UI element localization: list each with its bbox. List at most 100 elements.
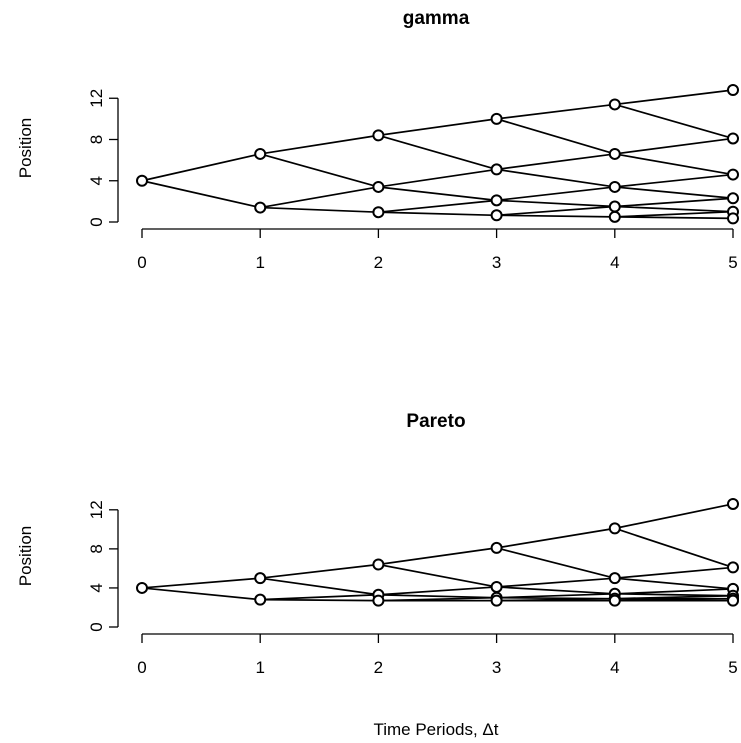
y-tick-label: 0: [87, 622, 106, 631]
chart-title: gamma: [403, 8, 470, 29]
lattice-point: [490, 580, 503, 593]
lattice-edge: [614, 215, 734, 220]
lattice-edge: [496, 547, 616, 579]
lattice-points: [136, 497, 739, 607]
lattice-points: [136, 84, 739, 225]
lattice-edge: [378, 563, 497, 588]
x-tick-label: 4: [610, 658, 619, 677]
lattice-point: [727, 212, 739, 225]
lattice-point: [727, 84, 739, 96]
y-tick-label: 12: [87, 500, 106, 519]
x-tick-label: 4: [610, 253, 619, 272]
lattice-edge: [260, 598, 379, 602]
lattice-point: [490, 209, 503, 222]
lattice-point: [608, 572, 621, 585]
lattice-edge: [260, 593, 379, 601]
lattice-point: [254, 201, 267, 214]
y-tick-label: 0: [87, 217, 106, 226]
lattice-edge: [614, 503, 734, 530]
lattice-edge: [614, 210, 734, 218]
lattice-edge: [496, 118, 616, 155]
y-axis: 0 4 8 12: [87, 89, 119, 227]
lattice-edge: [496, 199, 615, 208]
lattice-edge: [614, 186, 734, 200]
lattice-point: [254, 572, 267, 585]
y-axis: 0 4 8 12: [87, 500, 119, 632]
lattice-edge: [260, 563, 379, 580]
lattice-point: [490, 194, 503, 207]
lattice-edge: [614, 566, 734, 580]
y-tick-label: 8: [87, 135, 106, 144]
lattice-point: [490, 163, 503, 176]
x-tick-label: 2: [374, 253, 383, 272]
lattice-edge: [378, 547, 497, 566]
lattice-edge: [614, 103, 734, 140]
lattice-point: [727, 168, 739, 181]
lattice-edge: [378, 186, 497, 202]
lattice-edge: [260, 134, 379, 155]
lattice-edge: [496, 153, 615, 171]
y-tick-label: 12: [87, 89, 106, 108]
lattice-edge: [378, 211, 497, 217]
x-tick-label: 0: [137, 658, 146, 677]
x-tick-label: 5: [728, 253, 737, 272]
lattice-point: [727, 594, 739, 607]
lattice-point: [727, 132, 739, 145]
x-tick-label: 0: [137, 253, 146, 272]
lattice-edge: [614, 173, 734, 188]
lattice-point: [608, 200, 621, 213]
y-tick-label: 4: [87, 583, 106, 592]
lattice-edge: [260, 577, 379, 596]
lattice-edge: [378, 134, 497, 171]
x-axis-label: Time Periods, Δt: [373, 720, 498, 739]
lattice-edge: [614, 197, 734, 208]
lattice-edge: [259, 153, 379, 188]
lattice-point: [254, 147, 267, 160]
lattice-edge: [378, 118, 497, 137]
y-axis-label: Position: [16, 118, 35, 178]
lattice-point: [372, 180, 385, 193]
x-tick-label: 5: [728, 658, 737, 677]
y-axis-label: Position: [16, 526, 35, 586]
lattice-edge: [496, 577, 615, 588]
lattice-point: [372, 594, 385, 607]
lattice-point: [727, 561, 739, 574]
y-tick-label: 8: [87, 544, 106, 553]
lattice-edge: [614, 577, 734, 590]
x-tick-label: 3: [492, 253, 501, 272]
lattice-edge: [141, 153, 261, 182]
lattice-point: [490, 541, 503, 554]
lattice-edge: [614, 205, 734, 213]
lattice-edge: [496, 168, 615, 188]
y-tick-label: 4: [87, 176, 106, 185]
x-tick-label: 1: [255, 658, 264, 677]
lattice-edge: [378, 593, 497, 599]
lattice-edges: [141, 89, 734, 220]
lattice-edge: [614, 137, 734, 155]
x-axis: 0 1 2 3 4 5: [137, 228, 738, 272]
lattice-point: [254, 593, 267, 606]
lattice-point: [727, 192, 739, 205]
lattice-edge: [378, 168, 497, 188]
lattice-point: [136, 174, 148, 187]
lattice-point: [490, 594, 503, 607]
lattice-edge: [141, 577, 261, 589]
x-tick-label: 1: [255, 253, 264, 272]
lattice-edge: [378, 586, 497, 596]
lattice-edge: [496, 103, 615, 120]
chart-title: Pareto: [406, 411, 465, 432]
lattice-edge: [141, 179, 261, 209]
lattice-point: [608, 98, 621, 111]
lattice-point: [490, 112, 503, 125]
lattice-point: [372, 558, 385, 571]
lattice-point: [608, 594, 621, 607]
lattice-edge: [378, 199, 497, 214]
lattice-edge: [496, 214, 615, 218]
lattice-point: [608, 180, 621, 193]
lattice-point: [727, 497, 739, 510]
lattice-point: [608, 147, 621, 160]
lattice-edge: [260, 206, 379, 214]
lattice-edge: [260, 186, 379, 209]
